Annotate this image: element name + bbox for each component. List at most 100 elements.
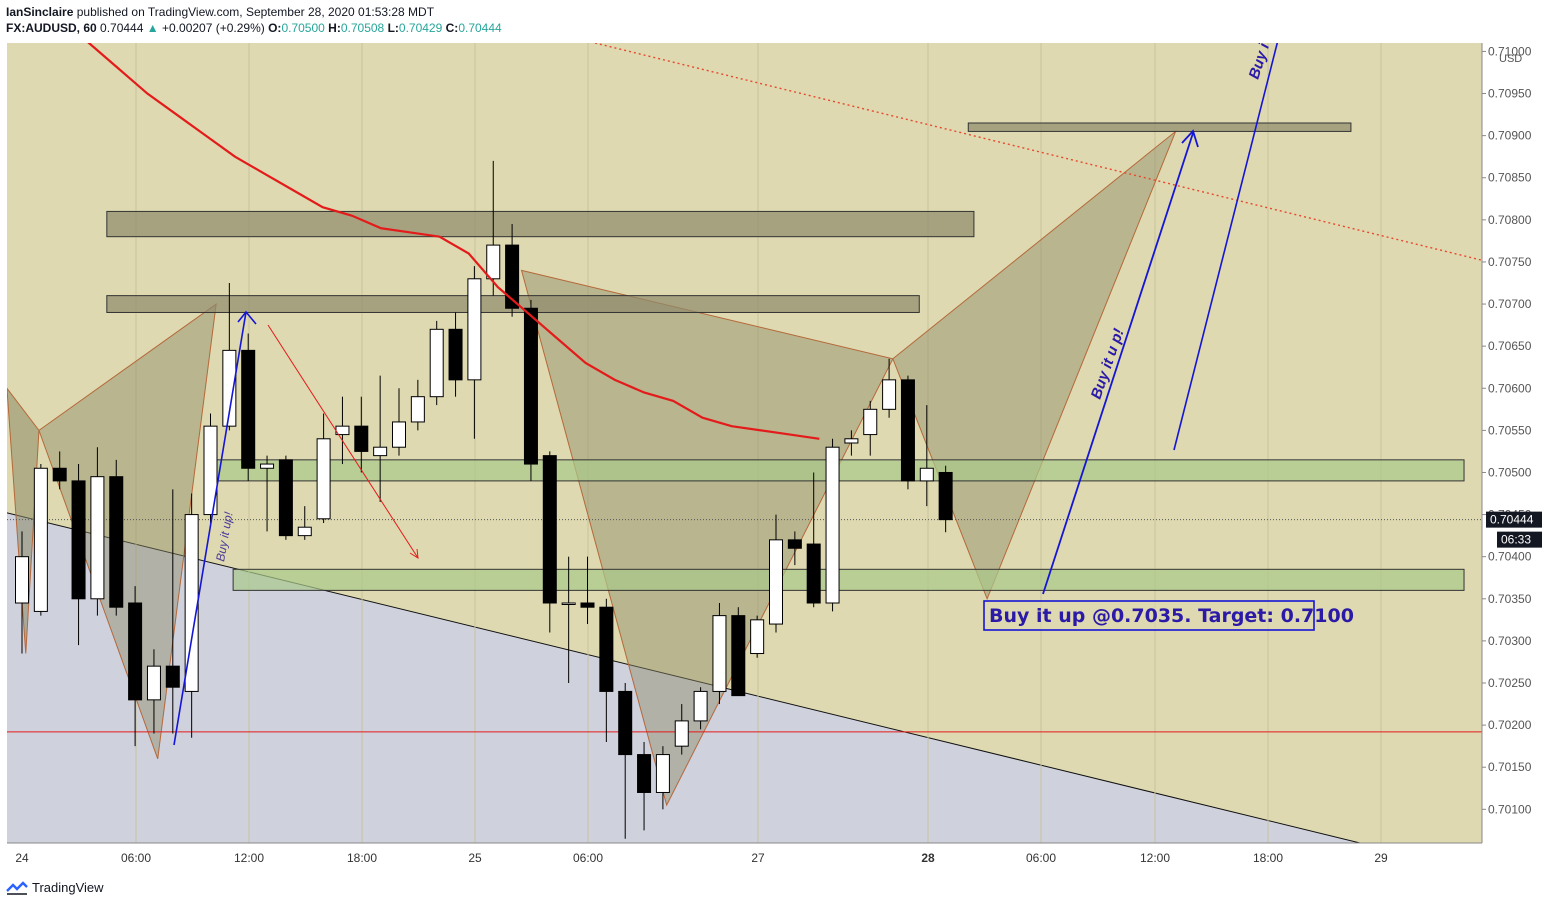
- candle-body: [486, 244, 501, 280]
- candle: [109, 459, 124, 616]
- candle-body: [825, 446, 840, 604]
- candle-body: [467, 278, 482, 381]
- price-tick-label: 0.70250: [1488, 676, 1532, 690]
- candle: [637, 741, 652, 831]
- price-tag: [1486, 511, 1542, 528]
- candle: [33, 464, 48, 616]
- countdown-label: 06:33: [1501, 533, 1531, 547]
- price-tick-label: 0.70650: [1488, 339, 1532, 353]
- candle: [844, 430, 859, 456]
- candle: [599, 598, 614, 742]
- candle-body: [373, 446, 388, 457]
- candle-body: [523, 307, 538, 465]
- price-tick-label: 0.70100: [1488, 802, 1532, 816]
- candle: [184, 493, 199, 738]
- dotted-trendline: [594, 43, 1482, 261]
- candle-body: [146, 665, 161, 701]
- candle: [523, 299, 538, 481]
- candle-body: [674, 720, 689, 747]
- time-tick-label: 06:00: [1026, 851, 1056, 865]
- candle: [297, 506, 312, 540]
- publish-info: published on TradingView.com, September …: [76, 5, 435, 19]
- countdown-tag: [1497, 531, 1542, 548]
- red-arrow: [267, 324, 419, 559]
- candle-body: [128, 602, 143, 701]
- time-tick-label: 27: [751, 851, 765, 865]
- candle-body: [919, 467, 934, 482]
- price-tick-label: 0.70350: [1488, 592, 1532, 606]
- candle: [373, 375, 388, 502]
- candle-body: [900, 379, 915, 482]
- candle: [260, 455, 275, 532]
- author-name[interactable]: IanSinclaire: [6, 5, 74, 19]
- candle-body: [580, 602, 595, 608]
- resistance-zone: [106, 210, 975, 238]
- candle-body: [693, 690, 708, 722]
- candle: [486, 160, 501, 296]
- candle: [354, 396, 369, 473]
- price-change: +0.00207 (+0.29%): [162, 21, 265, 35]
- candle-body: [599, 606, 614, 692]
- candle-body: [750, 619, 765, 655]
- candle-body: [203, 425, 218, 516]
- time-tick-label: 29: [1374, 851, 1388, 865]
- candle: [618, 683, 633, 839]
- ohlc-line: FX:AUDUSD, 60 0.70444 ▲ +0.00207 (+0.29%…: [6, 20, 502, 36]
- candle-body: [769, 539, 783, 625]
- candle: [71, 464, 86, 646]
- close-value: 0.70444: [458, 21, 502, 35]
- candle: [919, 405, 934, 507]
- candle-body: [316, 438, 331, 520]
- high-value: 0.70508: [340, 21, 385, 35]
- candle-body: [278, 459, 293, 537]
- price-tick-label: 0.70150: [1488, 760, 1532, 774]
- price-tick-label: 0.70900: [1488, 129, 1532, 143]
- candle-body: [561, 602, 576, 605]
- candle-body: [448, 328, 463, 381]
- candle: [128, 586, 143, 747]
- candle-body: [844, 438, 859, 444]
- blue-arrowhead: [1181, 129, 1199, 148]
- candle-body: [241, 349, 256, 469]
- candle-body: [392, 421, 406, 448]
- candle-body: [297, 526, 312, 537]
- time-axis-bg: [7, 844, 1482, 868]
- candle: [580, 556, 595, 625]
- price-tick-label: 0.70950: [1488, 87, 1532, 101]
- tradingview-brand[interactable]: TradingView: [32, 880, 104, 895]
- candle: [731, 607, 746, 697]
- price-tick-label: 0.70700: [1488, 297, 1532, 311]
- time-tick-label: 24: [15, 851, 29, 865]
- candle: [806, 472, 821, 608]
- candle: [882, 358, 897, 418]
- candle-body: [655, 754, 670, 793]
- candle-body: [542, 455, 557, 604]
- candle: [712, 603, 727, 705]
- price-tick-label: 0.71000: [1488, 44, 1532, 58]
- time-tick-label: 12:00: [234, 851, 264, 865]
- candle: [241, 333, 256, 481]
- candle: [146, 649, 161, 734]
- candle: [278, 455, 293, 540]
- red-arrowhead: [409, 548, 419, 559]
- candle: [165, 489, 180, 734]
- price-tick-label: 0.70500: [1488, 465, 1532, 479]
- price-tick-label: 0.70400: [1488, 550, 1532, 564]
- candle: [90, 447, 105, 616]
- pattern-triangle: [7, 387, 40, 654]
- candle-body: [165, 665, 180, 688]
- price-tick-label: 0.70550: [1488, 423, 1532, 437]
- candle-body: [863, 408, 878, 436]
- candle: [429, 320, 444, 406]
- candle-body: [260, 463, 275, 469]
- price-tick-label: 0.70300: [1488, 634, 1532, 648]
- price-tick-label: 0.70600: [1488, 381, 1532, 395]
- candle: [15, 531, 29, 654]
- candle-body: [90, 476, 105, 600]
- candle: [467, 266, 482, 439]
- candle-body: [354, 425, 369, 452]
- candle-body: [15, 556, 29, 604]
- annotation-border: [983, 600, 1315, 631]
